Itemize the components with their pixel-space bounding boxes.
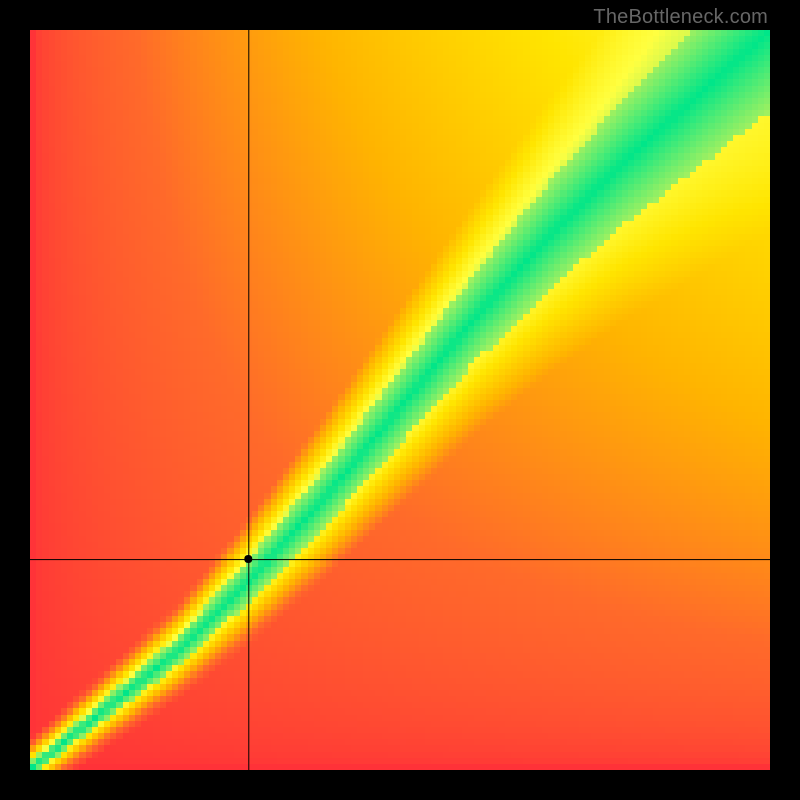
page-root: TheBottleneck.com bbox=[0, 0, 800, 800]
plot-area bbox=[30, 30, 770, 770]
heatmap-canvas bbox=[30, 30, 770, 770]
watermark-text: TheBottleneck.com bbox=[593, 6, 768, 29]
